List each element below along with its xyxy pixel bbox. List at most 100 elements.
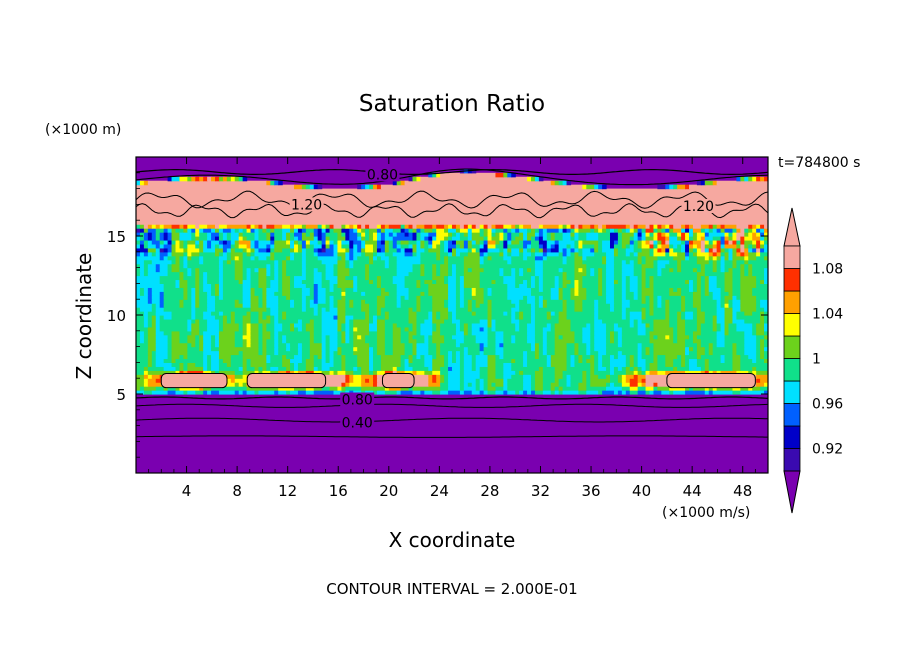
field-cell: [250, 247, 256, 253]
field-cell: [309, 239, 319, 245]
field-cell: [258, 366, 263, 371]
field-cell: [740, 354, 749, 360]
field-cell: [183, 354, 188, 360]
field-cell: [546, 255, 564, 261]
field-cell: [459, 318, 481, 324]
field-cell: [665, 299, 670, 304]
field-cell: [163, 243, 173, 249]
field-cell: [542, 287, 552, 292]
field-cell: [455, 239, 465, 245]
field-cell: [653, 295, 658, 300]
field-cell: [345, 236, 350, 241]
field-cell: [147, 378, 157, 383]
field-cell: [527, 334, 536, 340]
field-cell: [282, 279, 291, 284]
field-cell: [203, 350, 220, 356]
field-cell: [633, 247, 643, 253]
field-cell: [463, 330, 469, 336]
field-cell: [270, 315, 275, 320]
field-cell: [527, 232, 536, 237]
field-cell: [171, 334, 181, 340]
field-cell: [136, 236, 141, 241]
field-cell: [305, 184, 311, 190]
field-cell: [677, 263, 682, 269]
field-cell: [448, 386, 461, 391]
field-cell: [416, 330, 421, 336]
field-cell: [191, 271, 196, 277]
field-cell: [163, 239, 169, 245]
field-cell: [511, 338, 516, 344]
field-cell: [369, 228, 378, 233]
field-cell: [704, 370, 710, 375]
field-cell: [448, 275, 457, 281]
field-cell: [424, 291, 429, 296]
field-cell: [388, 224, 402, 229]
field-cell: [629, 251, 635, 257]
field-cell: [491, 224, 497, 229]
field-cell: [653, 358, 658, 363]
field-cell: [681, 303, 686, 308]
field-cell: [250, 342, 260, 348]
field-cell: [301, 184, 307, 190]
field-cell: [246, 362, 252, 367]
field-cell: [242, 330, 248, 336]
field-cell: [345, 291, 362, 296]
field-cell: [471, 239, 477, 245]
field-cell: [594, 366, 599, 371]
field-cell: [538, 275, 544, 281]
field-cell: [365, 291, 382, 296]
field-cell: [716, 386, 734, 391]
field-cell: [376, 275, 382, 281]
field-cell: [183, 303, 192, 308]
field-cell: [602, 362, 611, 367]
field-cell: [756, 232, 761, 237]
field-cell: [286, 239, 291, 245]
field-cell: [503, 239, 508, 245]
field-cell: [151, 239, 161, 245]
field-cell: [199, 346, 204, 352]
field-cell: [594, 184, 599, 190]
field-cell: [341, 232, 346, 237]
field-cell: [171, 346, 188, 352]
field-cell: [519, 267, 524, 273]
field-cell: [677, 330, 686, 336]
field-cell: [594, 318, 603, 324]
field-cell: [412, 322, 418, 328]
field-cell: [692, 267, 698, 273]
field-cell: [396, 232, 406, 237]
field-cell: [365, 390, 374, 395]
field-cell: [471, 295, 485, 300]
field-cell: [384, 236, 394, 241]
field-cell: [274, 334, 279, 340]
field-cell: [167, 228, 173, 233]
field-cell: [309, 303, 319, 308]
field-cell: [665, 307, 670, 312]
field-cell: [732, 299, 741, 304]
field-cell: [578, 287, 587, 292]
field-cell: [685, 386, 690, 391]
colorbar-segment: [783, 245, 801, 269]
field-cell: [764, 322, 768, 328]
field-cell: [515, 370, 520, 375]
field-cell: [756, 239, 761, 245]
field-cell: [187, 243, 196, 249]
field-cell: [349, 338, 354, 344]
field-cell: [297, 239, 303, 245]
field-cell: [136, 334, 141, 340]
field-cell: [633, 239, 639, 245]
field-cell: [163, 255, 169, 261]
field-cell: [440, 311, 449, 316]
field-cell: [463, 263, 481, 269]
field-cell: [207, 326, 220, 332]
field-cell: [740, 275, 757, 281]
field-cell: [369, 370, 374, 375]
field-cell: [602, 291, 607, 296]
field-cell: [262, 366, 267, 371]
field-cell: [369, 330, 378, 336]
field-cell: [424, 239, 429, 245]
field-cell: [424, 370, 433, 375]
field-cell: [412, 342, 418, 348]
field-cell: [558, 390, 564, 395]
field-cell: [760, 378, 768, 383]
field-cell: [610, 239, 615, 245]
